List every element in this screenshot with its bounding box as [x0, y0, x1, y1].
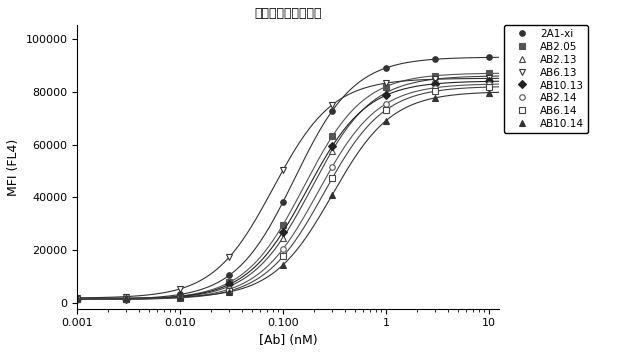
AB6.13 [382, 81, 390, 85]
Legend: 2A1-xi, AB2.05, AB2.13, AB6.13, AB10.13, AB2.14, AB6.14, AB10.14: 2A1-xi, AB2.05, AB2.13, AB6.13, AB10.13,… [504, 25, 588, 133]
AB2.13 [279, 235, 287, 240]
AB2.13 [225, 284, 233, 289]
2A1-xi [176, 292, 184, 297]
AB10.14 [485, 91, 493, 95]
AB10.14 [279, 263, 287, 267]
AB10.14 [225, 290, 233, 294]
AB2.05 [279, 222, 287, 227]
AB6.14 [328, 176, 336, 181]
AB10.14 [328, 193, 336, 197]
AB10.13 [328, 144, 336, 148]
AB10.14 [382, 119, 390, 123]
AB6.13 [176, 287, 184, 291]
AB6.14 [382, 108, 390, 112]
AB10.14 [122, 296, 130, 300]
AB6.13 [328, 103, 336, 107]
X-axis label: [Ab] (nM): [Ab] (nM) [259, 334, 317, 347]
AB10.13 [431, 82, 439, 86]
AB2.05 [431, 74, 439, 78]
AB2.14 [74, 297, 81, 302]
AB2.05 [225, 280, 233, 285]
Line: AB6.13: AB6.13 [74, 76, 492, 301]
AB6.14 [74, 297, 81, 302]
AB2.14 [225, 287, 233, 291]
AB6.13 [122, 295, 130, 299]
AB2.13 [382, 91, 390, 95]
AB2.14 [279, 247, 287, 251]
AB10.13 [225, 282, 233, 286]
Line: AB6.14: AB6.14 [74, 84, 492, 302]
Line: AB2.05: AB2.05 [74, 71, 492, 302]
AB6.14 [176, 296, 184, 300]
AB6.13 [225, 255, 233, 259]
AB10.13 [74, 297, 81, 302]
Y-axis label: MFI (FL4): MFI (FL4) [7, 138, 20, 196]
2A1-xi [74, 297, 81, 302]
Line: AB10.13: AB10.13 [74, 79, 492, 302]
Line: 2A1-xi: 2A1-xi [74, 55, 492, 302]
AB10.13 [279, 229, 287, 234]
AB6.14 [122, 297, 130, 301]
AB2.14 [382, 102, 390, 106]
AB6.13 [485, 76, 493, 81]
AB2.13 [122, 297, 130, 301]
Line: AB2.13: AB2.13 [74, 73, 492, 302]
Line: AB2.14: AB2.14 [74, 81, 492, 302]
2A1-xi [382, 66, 390, 70]
AB2.05 [74, 297, 81, 302]
AB6.14 [225, 289, 233, 293]
2A1-xi [225, 273, 233, 278]
AB2.05 [328, 135, 336, 139]
2A1-xi [328, 109, 336, 113]
AB6.13 [74, 296, 81, 300]
AB10.13 [485, 79, 493, 84]
AB10.14 [176, 295, 184, 299]
AB10.13 [176, 294, 184, 298]
2A1-xi [122, 297, 130, 301]
AB2.05 [176, 294, 184, 298]
AB6.14 [431, 89, 439, 93]
AB6.13 [279, 168, 287, 172]
AB6.14 [485, 85, 493, 89]
AB2.13 [74, 297, 81, 302]
AB6.14 [279, 254, 287, 258]
AB2.05 [382, 85, 390, 89]
AB6.13 [431, 77, 439, 81]
AB10.14 [431, 96, 439, 100]
Title: ヒト化２Ａ１変異体: ヒト化２Ａ１変異体 [255, 7, 322, 20]
AB2.05 [122, 297, 130, 301]
AB2.13 [328, 149, 336, 153]
2A1-xi [485, 55, 493, 59]
AB10.13 [122, 297, 130, 301]
AB2.13 [485, 74, 493, 78]
AB10.14 [74, 296, 81, 300]
2A1-xi [279, 200, 287, 204]
AB2.14 [176, 295, 184, 299]
AB2.14 [122, 297, 130, 301]
Line: AB10.14: AB10.14 [74, 90, 492, 301]
2A1-xi [431, 57, 439, 61]
AB2.05 [485, 71, 493, 75]
AB2.14 [485, 82, 493, 86]
AB10.13 [382, 93, 390, 97]
AB2.14 [328, 165, 336, 169]
AB2.14 [431, 86, 439, 90]
AB2.13 [176, 295, 184, 299]
AB2.13 [431, 77, 439, 81]
